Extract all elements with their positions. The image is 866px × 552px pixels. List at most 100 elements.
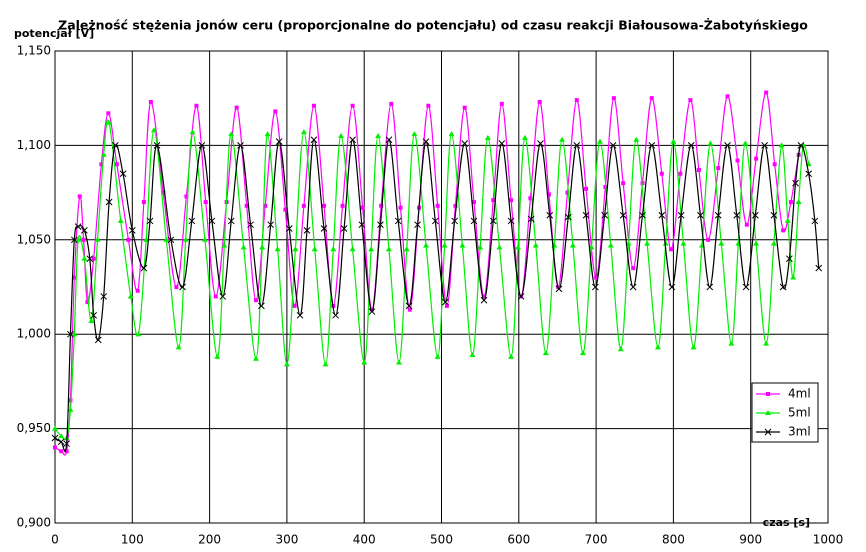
marker: [377, 221, 384, 229]
marker: [761, 142, 768, 149]
marker: [67, 406, 74, 412]
marker: [240, 244, 247, 250]
marker: [765, 410, 771, 415]
marker: [51, 434, 59, 442]
marker: [484, 134, 491, 140]
marker: [441, 242, 448, 248]
marker: [106, 111, 111, 116]
marker: [724, 142, 731, 149]
marker: [633, 136, 640, 142]
marker: [253, 298, 258, 303]
marker: [770, 211, 778, 219]
marker: [753, 240, 760, 246]
marker: [85, 300, 90, 305]
marker: [434, 353, 441, 359]
marker: [322, 361, 329, 367]
marker: [537, 99, 542, 104]
marker: [781, 228, 786, 233]
marker: [179, 283, 186, 291]
marker: [398, 205, 403, 210]
marker: [644, 240, 651, 246]
marker: [349, 136, 356, 144]
marker: [64, 449, 69, 454]
marker: [72, 275, 77, 280]
series: [51, 136, 823, 452]
marker: [788, 200, 793, 205]
marker: [94, 236, 101, 242]
marker: [267, 221, 275, 229]
marker: [264, 131, 271, 137]
marker: [508, 353, 515, 359]
marker: [565, 190, 570, 195]
marker: [349, 246, 356, 252]
marker: [379, 203, 384, 208]
marker: [448, 131, 455, 137]
marker: [208, 217, 216, 225]
chart-title: Zależność stężenia jonów ceru (proporcjo…: [58, 18, 808, 33]
marker: [301, 203, 306, 208]
marker: [532, 242, 539, 248]
marker: [395, 359, 402, 365]
marker: [546, 211, 554, 219]
marker: [330, 246, 337, 252]
marker: [631, 266, 636, 271]
marker: [779, 283, 787, 291]
marker: [403, 246, 410, 252]
marker: [75, 236, 82, 242]
marker: [784, 217, 791, 223]
x-tick-label: 100: [121, 533, 144, 547]
marker: [90, 311, 98, 319]
marker: [303, 227, 311, 234]
marker: [189, 129, 196, 135]
marker: [273, 109, 278, 114]
marker: [311, 103, 316, 108]
marker: [790, 274, 797, 280]
marker: [435, 203, 440, 208]
marker: [77, 194, 82, 199]
marker: [67, 330, 74, 338]
marker: [471, 200, 476, 205]
marker: [81, 237, 86, 242]
marker: [742, 283, 750, 291]
marker: [263, 203, 268, 208]
marker: [477, 244, 484, 250]
marker: [259, 244, 266, 250]
marker: [451, 217, 458, 225]
marker: [105, 198, 113, 206]
marker: [764, 90, 769, 95]
marker: [140, 264, 148, 272]
marker: [117, 217, 124, 223]
marker: [141, 200, 146, 205]
marker: [609, 142, 617, 149]
marker: [658, 211, 666, 219]
marker: [527, 215, 535, 223]
marker: [678, 171, 683, 176]
marker: [594, 275, 599, 280]
marker: [542, 350, 549, 356]
y-tick-label: 0,900: [17, 516, 51, 530]
x-tick-label: 600: [507, 533, 530, 547]
marker: [459, 242, 466, 248]
marker: [648, 142, 656, 149]
marker: [81, 255, 88, 261]
marker: [469, 351, 476, 357]
marker: [150, 127, 157, 133]
marker: [482, 294, 487, 299]
marker: [751, 211, 759, 219]
marker: [63, 440, 70, 448]
marker: [462, 105, 467, 110]
marker: [498, 140, 506, 147]
marker: [128, 227, 136, 234]
marker: [480, 296, 488, 304]
marker: [311, 246, 318, 252]
marker: [283, 361, 290, 367]
marker: [368, 246, 375, 252]
marker: [350, 103, 355, 108]
marker: [360, 205, 365, 210]
marker: [579, 350, 586, 356]
marker: [680, 240, 687, 246]
marker: [690, 344, 697, 350]
marker: [194, 103, 199, 108]
marker: [340, 203, 345, 208]
marker: [601, 211, 608, 219]
